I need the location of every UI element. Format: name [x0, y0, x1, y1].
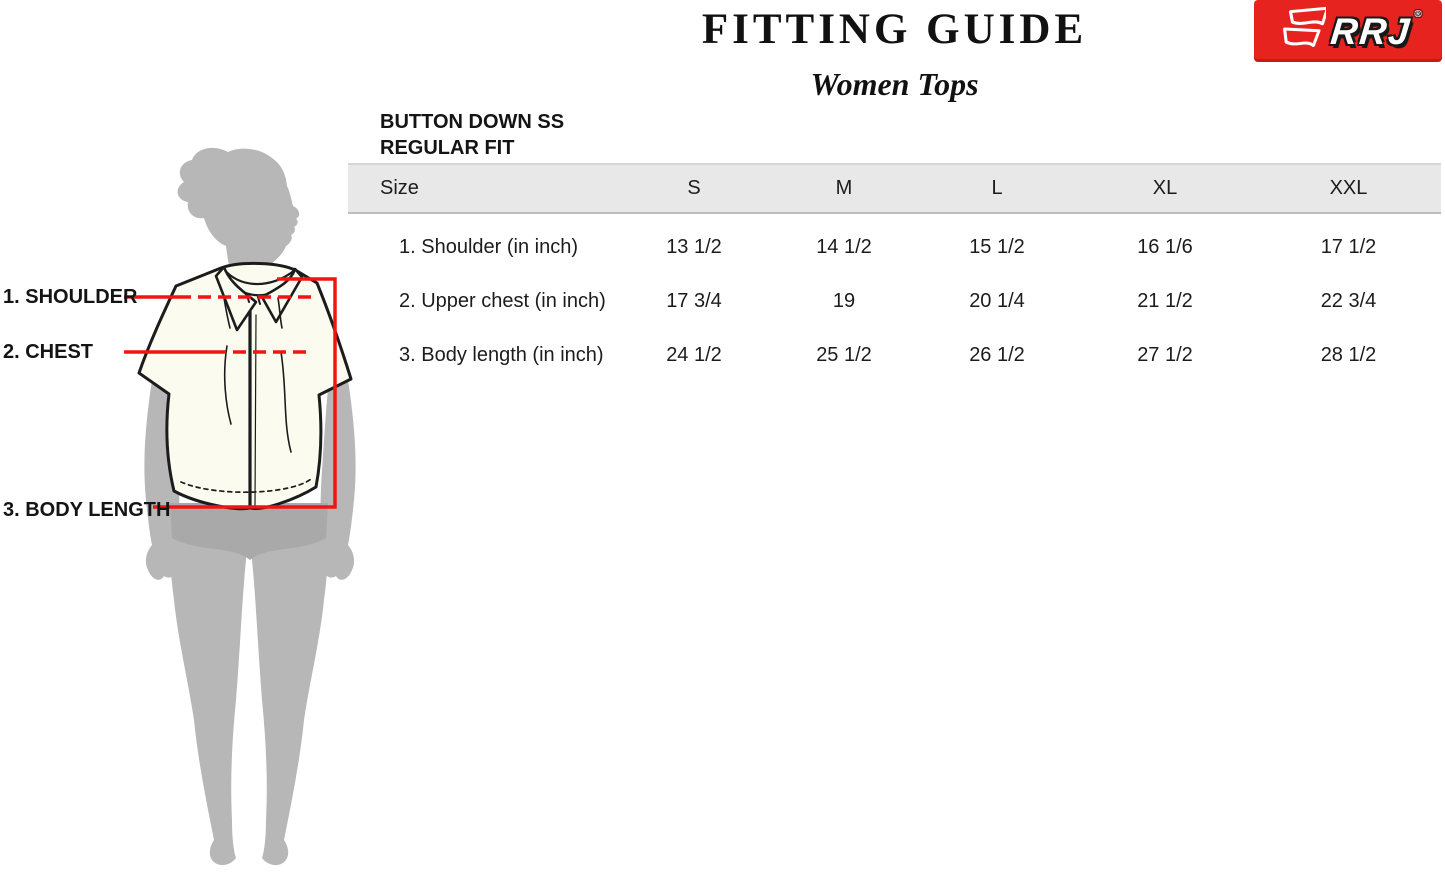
cell-value: 19 — [832, 289, 856, 312]
rrj-shield-icon — [1274, 5, 1330, 58]
label-shoulder: 1. SHOULDER — [3, 286, 138, 308]
size-table-header: Size S M L XL XXL — [348, 163, 1441, 214]
cell-value: 27 1/2 — [1137, 343, 1193, 366]
cell-value: 25 1/2 — [816, 343, 872, 366]
figure-illustration — [124, 147, 356, 866]
cell-value: 13 1/2 — [666, 235, 722, 258]
measurement-lines — [124, 277, 337, 509]
brand-logo-text: RRJ — [1329, 10, 1414, 52]
row-label: 2. Upper chest (in inch) — [399, 289, 606, 312]
cell-value: 24 1/2 — [666, 343, 722, 366]
cell-value: 21 1/2 — [1137, 289, 1193, 312]
cell-value: 15 1/2 — [969, 235, 1025, 258]
cell-value: 22 3/4 — [1320, 289, 1377, 312]
column-header-size: Size — [380, 177, 419, 199]
column-header-xxl: XXL — [1329, 177, 1368, 199]
registered-mark: ® — [1414, 9, 1422, 20]
label-chest: 2. CHEST — [3, 341, 94, 363]
product-fit: REGULAR FIT — [380, 137, 515, 159]
cell-value: 26 1/2 — [969, 343, 1025, 366]
label-body-length: 3. BODY LENGTH — [3, 499, 171, 521]
row-label: 1. Shoulder (in inch) — [399, 235, 578, 258]
page-subtitle: Women Tops — [810, 66, 979, 102]
column-header-xl: XL — [1152, 177, 1178, 199]
row-label: 3. Body length (in inch) — [399, 343, 604, 366]
page-title: FITTING GUIDE — [701, 6, 1088, 53]
product-label: BUTTON DOWN SS REGULAR FIT — [380, 109, 564, 161]
table-row-body-length: 3. Body length (in inch) 24 1/2 25 1/2 2… — [348, 328, 1441, 382]
cell-value: 17 3/4 — [666, 289, 722, 312]
cell-value: 20 1/4 — [969, 289, 1025, 312]
column-header-s: S — [687, 177, 701, 199]
table-row-shoulder: 1. Shoulder (in inch) 13 1/2 14 1/2 15 1… — [348, 220, 1441, 274]
cell-value: 14 1/2 — [816, 235, 872, 258]
cell-value: 28 1/2 — [1320, 343, 1377, 366]
table-row-upper-chest: 2. Upper chest (in inch) 17 3/4 19 20 1/… — [348, 274, 1441, 328]
shirt-drawing — [137, 261, 353, 511]
body-silhouette — [144, 147, 356, 866]
column-header-m: M — [835, 177, 853, 199]
cell-value: 16 1/6 — [1137, 235, 1193, 258]
size-table: Size S M L XL XXL 1. Shoulder (in inch) … — [348, 163, 1441, 382]
brand-logo: RRJ ® — [1254, 0, 1442, 62]
cell-value: 17 1/2 — [1320, 235, 1377, 258]
column-header-l: L — [991, 177, 1003, 199]
size-table-body: 1. Shoulder (in inch) 13 1/2 14 1/2 15 1… — [348, 214, 1441, 382]
product-name: BUTTON DOWN SS — [380, 111, 565, 133]
